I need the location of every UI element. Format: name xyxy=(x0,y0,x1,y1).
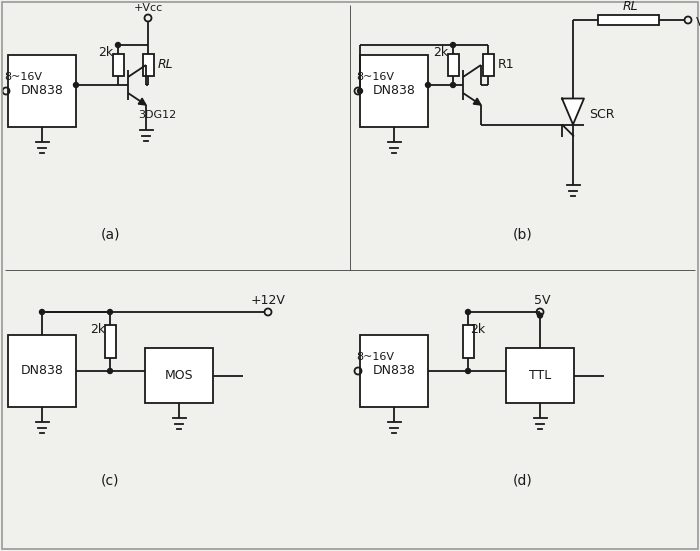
Text: RL: RL xyxy=(158,58,174,72)
Bar xyxy=(463,325,473,358)
Circle shape xyxy=(108,310,113,315)
Text: 5V: 5V xyxy=(533,294,550,306)
Text: (d): (d) xyxy=(513,473,533,487)
Bar xyxy=(360,335,428,407)
Text: SCR: SCR xyxy=(589,109,615,122)
Polygon shape xyxy=(138,98,146,105)
Text: DN838: DN838 xyxy=(372,84,415,98)
Circle shape xyxy=(116,42,120,47)
Circle shape xyxy=(358,89,363,94)
Circle shape xyxy=(538,313,542,318)
Text: 2k: 2k xyxy=(98,46,113,60)
Text: 3DG12: 3DG12 xyxy=(138,110,176,120)
Text: TTL: TTL xyxy=(529,369,551,382)
Circle shape xyxy=(451,42,456,47)
Text: (a): (a) xyxy=(100,228,120,242)
Circle shape xyxy=(466,369,470,374)
Circle shape xyxy=(108,369,113,374)
Text: 2k: 2k xyxy=(470,323,485,336)
Text: +Vcc: +Vcc xyxy=(134,3,162,13)
Text: (b): (b) xyxy=(513,228,533,242)
Text: RL: RL xyxy=(623,0,638,13)
Text: 8~16V: 8~16V xyxy=(356,72,394,82)
Text: MOS: MOS xyxy=(164,369,193,382)
Bar xyxy=(598,15,659,25)
Text: Vcc: Vcc xyxy=(696,15,700,29)
Circle shape xyxy=(426,83,430,88)
Text: 2k: 2k xyxy=(433,46,448,60)
Bar xyxy=(143,54,153,76)
Bar xyxy=(145,348,213,403)
Bar xyxy=(104,325,116,358)
Circle shape xyxy=(74,83,78,88)
Text: DN838: DN838 xyxy=(20,84,64,98)
Polygon shape xyxy=(562,99,584,125)
Polygon shape xyxy=(473,98,481,105)
Text: +12V: +12V xyxy=(251,294,286,306)
Bar xyxy=(447,54,458,76)
Circle shape xyxy=(451,83,456,88)
Circle shape xyxy=(39,310,45,315)
Text: R1: R1 xyxy=(498,58,514,72)
Circle shape xyxy=(466,310,470,315)
Text: 2k: 2k xyxy=(90,323,105,336)
Text: 8~16V: 8~16V xyxy=(4,72,42,82)
Bar xyxy=(360,55,428,127)
Bar xyxy=(506,348,574,403)
Text: (c): (c) xyxy=(101,473,119,487)
Text: DN838: DN838 xyxy=(372,365,415,377)
Text: 8~16V: 8~16V xyxy=(356,352,394,362)
Text: DN838: DN838 xyxy=(20,365,64,377)
Bar xyxy=(482,54,493,76)
Bar xyxy=(113,54,123,76)
Bar xyxy=(8,335,76,407)
Bar xyxy=(8,55,76,127)
